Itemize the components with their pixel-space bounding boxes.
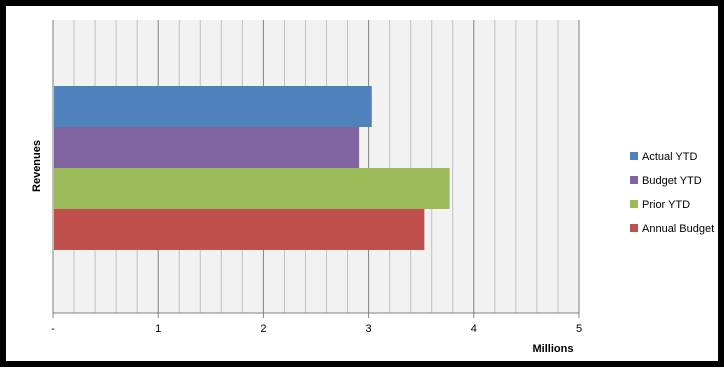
x-tick-label: 3 (366, 323, 372, 335)
bars-group (54, 86, 450, 250)
legend-swatch (630, 152, 638, 160)
x-tick-labels: - 1 2 3 4 5 (51, 313, 582, 335)
bar-prior-ytd (54, 168, 450, 209)
legend-swatch (630, 200, 638, 208)
x-tick-label: 4 (471, 323, 477, 335)
y-axis-title: Revenues (31, 140, 43, 192)
x-tick-label: 5 (576, 323, 582, 335)
bar-actual-ytd (54, 86, 372, 127)
legend: Actual YTD Budget YTD Prior YTD Annual Budg… (630, 151, 714, 235)
legend-label: Prior YTD (642, 199, 690, 211)
legend-swatch (630, 224, 638, 232)
x-tick-label: 1 (155, 323, 161, 335)
legend-swatch (630, 176, 638, 184)
legend-label: Budget YTD (642, 175, 702, 187)
x-tick-label: 2 (260, 323, 266, 335)
bar-annual-budget (54, 209, 425, 250)
revenue-bar-chart: - 1 2 3 4 5 Millions Revenues Actual YTD Budge… (31, 20, 714, 355)
bar-budget-ytd (54, 127, 360, 168)
legend-label: Annual Budget (642, 223, 714, 235)
x-axis-title: Millions (533, 343, 574, 355)
legend-label: Actual YTD (642, 151, 697, 163)
x-tick-label: - (51, 323, 55, 335)
